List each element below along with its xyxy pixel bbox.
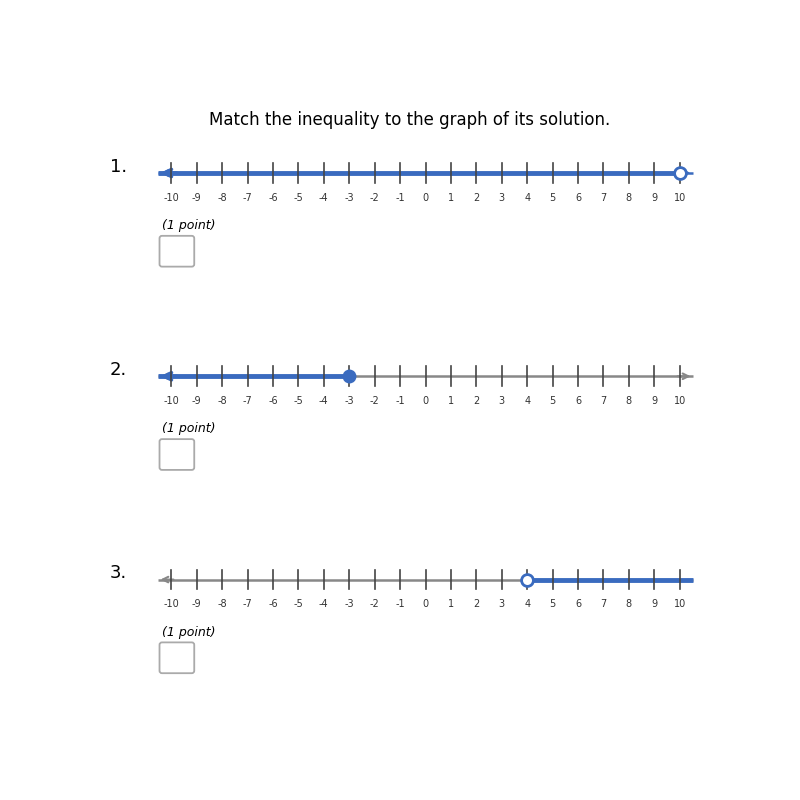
FancyBboxPatch shape <box>159 642 194 673</box>
FancyBboxPatch shape <box>159 439 194 470</box>
Text: -3: -3 <box>345 599 354 610</box>
Text: 10: 10 <box>674 193 686 202</box>
Text: 5: 5 <box>550 193 556 202</box>
Text: -9: -9 <box>192 599 202 610</box>
Text: (1 point): (1 point) <box>162 626 215 638</box>
Text: 4: 4 <box>524 193 530 202</box>
Text: -4: -4 <box>319 599 329 610</box>
Text: -10: -10 <box>163 599 179 610</box>
Text: -8: -8 <box>218 396 227 406</box>
Text: 5: 5 <box>550 599 556 610</box>
Text: 1: 1 <box>448 599 454 610</box>
Text: 8: 8 <box>626 193 632 202</box>
Text: 0: 0 <box>422 396 429 406</box>
Text: -3: -3 <box>345 396 354 406</box>
Text: -1: -1 <box>395 193 405 202</box>
Text: -9: -9 <box>192 193 202 202</box>
Text: 9: 9 <box>651 193 658 202</box>
Text: 2: 2 <box>474 396 479 406</box>
Text: -7: -7 <box>242 396 253 406</box>
Text: 0: 0 <box>422 599 429 610</box>
Text: 3.: 3. <box>110 565 127 582</box>
Text: -2: -2 <box>370 599 379 610</box>
Text: 9: 9 <box>651 396 658 406</box>
Text: 6: 6 <box>575 599 581 610</box>
Text: -6: -6 <box>268 396 278 406</box>
Text: -3: -3 <box>345 193 354 202</box>
Text: 2: 2 <box>474 599 479 610</box>
Text: -4: -4 <box>319 396 329 406</box>
Text: 1: 1 <box>448 396 454 406</box>
Text: 3: 3 <box>498 193 505 202</box>
Text: -4: -4 <box>319 193 329 202</box>
Text: -8: -8 <box>218 599 227 610</box>
Text: 1: 1 <box>448 193 454 202</box>
Text: -2: -2 <box>370 193 379 202</box>
Text: 6: 6 <box>575 193 581 202</box>
Text: 2: 2 <box>474 193 479 202</box>
Text: 3: 3 <box>498 599 505 610</box>
Text: 7: 7 <box>600 599 606 610</box>
Text: (1 point): (1 point) <box>162 219 215 232</box>
Text: 8: 8 <box>626 599 632 610</box>
Text: 3: 3 <box>498 396 505 406</box>
Text: 4: 4 <box>524 599 530 610</box>
Text: 0: 0 <box>422 193 429 202</box>
Text: -5: -5 <box>294 396 303 406</box>
Text: 10: 10 <box>674 599 686 610</box>
Text: -8: -8 <box>218 193 227 202</box>
Text: 6: 6 <box>575 396 581 406</box>
Text: -9: -9 <box>192 396 202 406</box>
Text: -10: -10 <box>163 396 179 406</box>
Text: -5: -5 <box>294 599 303 610</box>
Text: -1: -1 <box>395 599 405 610</box>
Text: -6: -6 <box>268 599 278 610</box>
Text: -2: -2 <box>370 396 379 406</box>
Text: (1 point): (1 point) <box>162 422 215 435</box>
Text: 9: 9 <box>651 599 658 610</box>
Text: 1.: 1. <box>110 158 127 176</box>
Text: -1: -1 <box>395 396 405 406</box>
Text: -7: -7 <box>242 193 253 202</box>
Text: 7: 7 <box>600 193 606 202</box>
Text: 2.: 2. <box>110 361 127 379</box>
Text: -6: -6 <box>268 193 278 202</box>
Text: Match the inequality to the graph of its solution.: Match the inequality to the graph of its… <box>210 111 610 130</box>
Text: 4: 4 <box>524 396 530 406</box>
FancyBboxPatch shape <box>159 236 194 266</box>
Text: 7: 7 <box>600 396 606 406</box>
Text: 5: 5 <box>550 396 556 406</box>
Text: 8: 8 <box>626 396 632 406</box>
Text: 10: 10 <box>674 396 686 406</box>
Text: -5: -5 <box>294 193 303 202</box>
Text: -7: -7 <box>242 599 253 610</box>
Text: -10: -10 <box>163 193 179 202</box>
